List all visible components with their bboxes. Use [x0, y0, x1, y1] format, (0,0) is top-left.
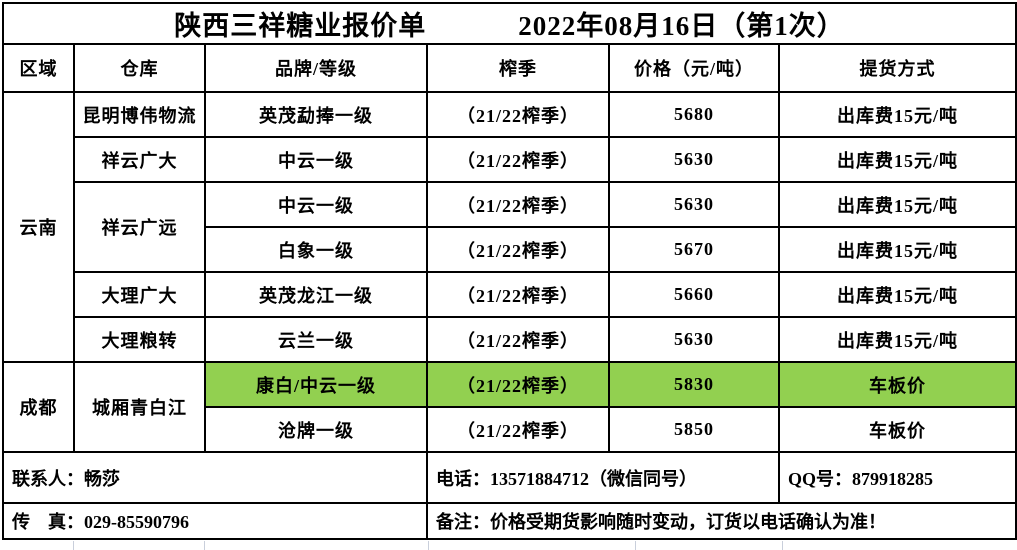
quote-table: 陕西三祥糖业报价单 2022年08月16日（第1次） 区域 仓库 品牌/等级 榨… — [1, 2, 1017, 540]
footer-row-fax-note: 传 真：029-85590796 备注：价格受期货影响随时变动，订货以电话确认为… — [2, 502, 1017, 540]
col-header-price: 价格（元/吨） — [608, 43, 780, 93]
warehouse-cell: 祥云广大 — [73, 136, 206, 183]
season-cell: （21/22榨季） — [426, 361, 610, 408]
col-header-season: 榨季 — [426, 43, 610, 93]
brand-cell: 英茂龙江一级 — [204, 271, 428, 318]
brand-cell: 中云一级 — [204, 136, 428, 183]
brand-cell: 白象一级 — [204, 226, 428, 273]
price-cell: 5850 — [608, 406, 780, 453]
season-cell: （21/22榨季） — [426, 91, 610, 138]
delivery-cell: 车板价 — [777, 406, 1017, 453]
season-cell: （21/22榨季） — [426, 181, 610, 228]
header-row: 区域 仓库 品牌/等级 榨季 价格（元/吨） 提货方式 — [2, 43, 1017, 93]
region-cell: 成都 — [2, 361, 75, 453]
col-header-delivery: 提货方式 — [777, 43, 1017, 93]
season-cell: （21/22榨季） — [426, 316, 610, 363]
price-cell: 5630 — [608, 136, 780, 183]
season-cell: （21/22榨季） — [426, 226, 610, 273]
season-cell: （21/22榨季） — [426, 406, 610, 453]
price-cell: 5670 — [608, 226, 780, 273]
table-row-highlighted: 成都 城厢青白江 康白/中云一级 （21/22榨季） 5830 车板价 — [2, 361, 1017, 453]
price-cell: 5660 — [608, 271, 780, 318]
brand-cell: 中云一级 — [204, 181, 428, 228]
contact-cell: 联系人：畅莎 — [2, 451, 428, 504]
delivery-cell: 车板价 — [777, 361, 1017, 408]
table-row: 祥云广大 中云一级 （21/22榨季） 5630 出库费15元/吨 — [3, 136, 1017, 183]
spreadsheet-gridline — [635, 541, 636, 550]
page-title: 陕西三祥糖业报价单 — [174, 11, 427, 41]
region-cell: 云南 — [2, 91, 75, 363]
fax-cell: 传 真：029-85590796 — [2, 502, 428, 540]
warehouse-cell: 昆明博伟物流 — [73, 91, 206, 138]
phone-cell: 电话：13571884712（微信同号） — [426, 451, 780, 504]
table-row: 沧牌一级 （21/22榨季） 5850 车板价 — [3, 406, 1017, 453]
col-header-brand: 品牌/等级 — [204, 43, 428, 93]
brand-cell: 沧牌一级 — [204, 406, 428, 453]
delivery-cell: 出库费15元/吨 — [777, 181, 1017, 228]
season-cell: （21/22榨季） — [426, 271, 610, 318]
qq-cell: QQ号：879918285 — [777, 451, 1017, 504]
brand-cell: 英茂勐捧一级 — [204, 91, 428, 138]
warehouse-cell: 祥云广远 — [73, 181, 206, 273]
spreadsheet-gridline — [73, 541, 74, 550]
delivery-cell: 出库费15元/吨 — [777, 226, 1017, 273]
table-row: 祥云广远 中云一级 （21/22榨季） 5630 出库费15元/吨 — [3, 181, 1017, 273]
spreadsheet-gridline — [782, 541, 783, 550]
price-cell: 5630 — [608, 181, 780, 228]
brand-cell: 云兰一级 — [204, 316, 428, 363]
warehouse-cell: 大理粮转 — [73, 316, 206, 363]
delivery-cell: 出库费15元/吨 — [777, 136, 1017, 183]
season-cell: （21/22榨季） — [426, 136, 610, 183]
table-row: 云南 昆明博伟物流 英茂勐捧一级 （21/22榨季） 5680 出库费15元/吨 — [2, 91, 1017, 363]
footer-row-contact: 联系人：畅莎 电话：13571884712（微信同号） QQ号：87991828… — [2, 451, 1017, 504]
col-header-warehouse: 仓库 — [73, 43, 206, 93]
title-cell: 陕西三祥糖业报价单 2022年08月16日（第1次） — [1, 2, 1017, 45]
table-row: 白象一级 （21/22榨季） 5670 出库费15元/吨 — [3, 226, 1017, 273]
title-row: 陕西三祥糖业报价单 2022年08月16日（第1次） — [1, 2, 1017, 45]
delivery-cell: 出库费15元/吨 — [777, 271, 1017, 318]
spreadsheet-gridline — [428, 541, 429, 550]
warehouse-cell: 大理广大 — [73, 271, 206, 318]
delivery-cell: 出库费15元/吨 — [777, 91, 1017, 138]
spreadsheet-gridline — [204, 541, 205, 550]
price-cell: 5830 — [608, 361, 780, 408]
price-cell: 5630 — [608, 316, 780, 363]
brand-cell: 康白/中云一级 — [204, 361, 428, 408]
price-cell: 5680 — [608, 91, 780, 138]
warehouse-cell: 城厢青白江 — [73, 361, 206, 453]
col-header-region: 区域 — [2, 43, 75, 93]
table-row: 大理粮转 云兰一级 （21/22榨季） 5630 出库费15元/吨 — [3, 316, 1017, 363]
note-cell: 备注：价格受期货影响随时变动，订货以电话确认为准！ — [425, 502, 1017, 540]
delivery-cell: 出库费15元/吨 — [777, 316, 1017, 363]
title-date: 2022年08月16日（第1次） — [518, 11, 845, 41]
table-row: 大理广大 英茂龙江一级 （21/22榨季） 5660 出库费15元/吨 — [3, 271, 1017, 318]
